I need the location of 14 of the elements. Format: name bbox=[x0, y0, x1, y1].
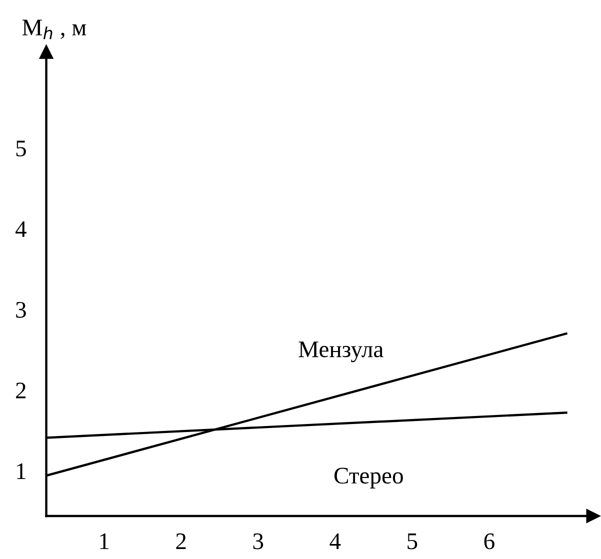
y-tick-label: 3 bbox=[16, 302, 26, 318]
x-tick-label: 6 bbox=[484, 533, 494, 550]
y-tick-label: 1 bbox=[17, 463, 26, 479]
y-tick-label: 4 bbox=[15, 221, 26, 237]
x-tick-label: 2 bbox=[176, 533, 186, 550]
y-axis-title: M$_{h}$ , м bbox=[22, 20, 86, 40]
x-tick-label: 5 bbox=[408, 534, 418, 550]
x-tick-label: 4 bbox=[330, 533, 341, 550]
y-tick-label: 2 bbox=[16, 382, 26, 398]
y-tick-label: 5 bbox=[16, 140, 26, 156]
series-label: Мензула bbox=[298, 342, 384, 362]
x-tick-label: 1 bbox=[100, 533, 109, 550]
x-tick-label: 3 bbox=[253, 533, 264, 550]
series-label: Стерео bbox=[334, 468, 403, 488]
